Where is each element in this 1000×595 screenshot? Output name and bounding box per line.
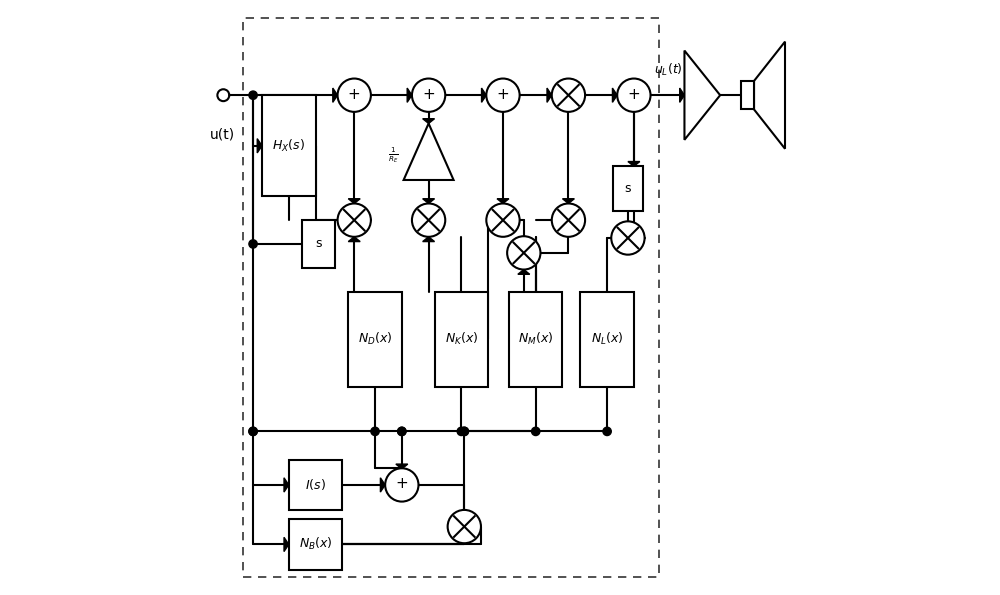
Polygon shape — [423, 119, 435, 124]
Circle shape — [460, 427, 468, 436]
Polygon shape — [404, 124, 454, 180]
Polygon shape — [482, 88, 486, 102]
Text: $H_X(s)$: $H_X(s)$ — [272, 137, 305, 154]
Circle shape — [338, 203, 371, 237]
Circle shape — [398, 427, 406, 436]
Circle shape — [486, 79, 520, 112]
Circle shape — [249, 427, 257, 436]
Bar — [302, 220, 335, 268]
Circle shape — [398, 427, 406, 436]
Circle shape — [412, 79, 445, 112]
Bar — [262, 95, 316, 196]
Circle shape — [611, 221, 645, 255]
Polygon shape — [562, 199, 574, 203]
Circle shape — [552, 79, 585, 112]
Text: +: + — [422, 86, 435, 102]
Polygon shape — [284, 537, 289, 552]
Text: $N_B(x)$: $N_B(x)$ — [299, 536, 332, 553]
Bar — [289, 460, 342, 511]
Polygon shape — [284, 478, 289, 492]
Text: $I(s)$: $I(s)$ — [305, 477, 326, 493]
Polygon shape — [333, 88, 338, 102]
Circle shape — [249, 427, 257, 436]
Circle shape — [603, 427, 611, 436]
Text: $N_M(x)$: $N_M(x)$ — [518, 331, 553, 347]
Text: +: + — [628, 86, 640, 102]
Text: +: + — [497, 86, 509, 102]
Polygon shape — [497, 220, 509, 224]
Text: $\frac{1}{R_E}$: $\frac{1}{R_E}$ — [388, 145, 398, 165]
Polygon shape — [754, 42, 785, 149]
Bar — [289, 519, 342, 570]
Text: u(t): u(t) — [210, 128, 235, 142]
Polygon shape — [396, 464, 408, 469]
Circle shape — [448, 510, 481, 543]
Circle shape — [532, 427, 540, 436]
Text: $N_K(x)$: $N_K(x)$ — [445, 331, 478, 347]
Circle shape — [249, 240, 257, 248]
Bar — [613, 167, 643, 211]
Bar — [435, 292, 488, 387]
Circle shape — [617, 79, 651, 112]
Bar — [741, 81, 754, 109]
Bar — [348, 292, 402, 387]
Text: +: + — [395, 476, 408, 491]
Polygon shape — [257, 139, 262, 153]
Circle shape — [412, 203, 445, 237]
Polygon shape — [680, 88, 684, 102]
Polygon shape — [518, 270, 530, 274]
Circle shape — [249, 91, 257, 99]
Bar — [509, 292, 562, 387]
Polygon shape — [407, 88, 412, 102]
Circle shape — [457, 427, 465, 436]
Circle shape — [486, 203, 520, 237]
Circle shape — [338, 79, 371, 112]
Bar — [580, 292, 634, 387]
Polygon shape — [684, 51, 720, 140]
Circle shape — [552, 203, 585, 237]
Circle shape — [460, 427, 468, 436]
Polygon shape — [348, 237, 360, 242]
Circle shape — [507, 236, 540, 270]
Polygon shape — [547, 88, 552, 102]
Polygon shape — [497, 199, 509, 203]
Text: $N_D(x)$: $N_D(x)$ — [358, 331, 392, 347]
Text: $N_L(x)$: $N_L(x)$ — [591, 331, 623, 347]
Polygon shape — [423, 237, 435, 242]
Text: s: s — [625, 182, 631, 195]
Bar — [243, 18, 659, 577]
Polygon shape — [348, 199, 360, 203]
Circle shape — [371, 427, 379, 436]
Polygon shape — [366, 213, 371, 227]
Text: s: s — [315, 237, 322, 250]
Text: $u_L(t)$: $u_L(t)$ — [654, 62, 682, 79]
Text: +: + — [348, 86, 361, 102]
Polygon shape — [612, 88, 617, 102]
Polygon shape — [423, 199, 435, 203]
Polygon shape — [380, 478, 385, 492]
Polygon shape — [628, 162, 640, 167]
Circle shape — [385, 468, 418, 502]
